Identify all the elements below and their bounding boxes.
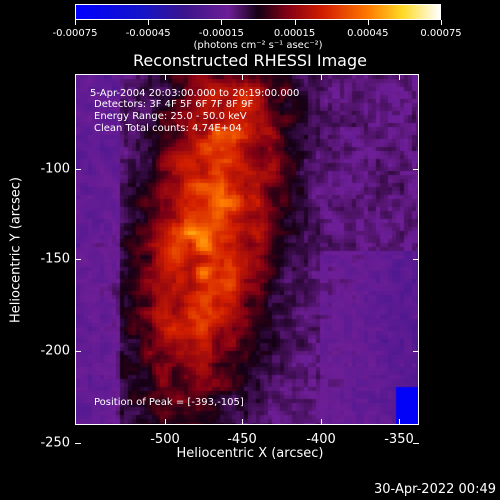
y-tick-label: -100 [40, 161, 70, 177]
y-tick-mark [75, 443, 81, 444]
y-tick-mark [413, 351, 419, 352]
y-tick-mark [75, 259, 81, 260]
colorbar-tick [294, 20, 296, 25]
y-tick-label: -250 [40, 435, 70, 451]
heatmap-image [76, 75, 418, 424]
x-tick-mark [242, 74, 243, 80]
x-tick-mark [321, 74, 322, 80]
y-axis-label: Heliocentric Y (arcsec) [8, 177, 24, 323]
x-tick-mark [399, 419, 400, 425]
x-tick-label: -450 [227, 432, 257, 447]
colorbar-tick-label: -0.00015 [198, 28, 244, 39]
footer-timestamp: 30-Apr-2022 00:49 [374, 482, 496, 497]
colorbar-units: (photons cm⁻² s⁻¹ asec⁻²) [193, 40, 323, 51]
colorbar-tick [441, 20, 442, 25]
x-tick-mark [399, 74, 400, 80]
plot-title: Reconstructed RHESSI Image [133, 51, 367, 70]
annotation-energy: Energy Range: 25.0 - 50.0 keV [94, 111, 247, 122]
colorbar-tick-label: -0.00045 [125, 28, 171, 39]
x-tick-label: -500 [150, 432, 180, 447]
y-tick-mark [75, 169, 81, 170]
colorbar-tick-label: 0.00045 [347, 28, 389, 39]
y-tick-label: -200 [40, 343, 70, 359]
colorbar-tick [221, 20, 223, 25]
x-tick-mark [165, 419, 166, 425]
colorbar-tick [367, 20, 369, 25]
y-tick-mark [75, 351, 81, 352]
annotation-detectors: Detectors: 3F 4F 5F 6F 7F 8F 9F [94, 99, 254, 110]
x-tick-label: -400 [306, 432, 336, 447]
colorbar-tick-label: 0.00015 [273, 28, 316, 39]
annotation-peak: Position of Peak = [-393,-105] [94, 397, 244, 408]
colorbar-tick [148, 20, 150, 25]
x-tick-mark [321, 419, 322, 425]
y-tick-mark [413, 169, 419, 170]
colorbar [75, 4, 441, 20]
x-axis-label: Heliocentric X (arcsec) [176, 446, 324, 461]
annotation-time: 5-Apr-2004 20:03:00.000 to 20:19:00.000 [90, 88, 300, 99]
colorbar-tick-label: 0.00075 [420, 28, 462, 39]
colorbar-tick-label: -0.00075 [52, 28, 98, 39]
y-tick-mark [413, 443, 419, 444]
annotation-clean: Clean Total counts: 4.74E+04 [94, 123, 242, 134]
y-tick-label: -150 [40, 251, 70, 267]
x-tick-mark [242, 419, 243, 425]
x-tick-mark [165, 74, 166, 80]
image-plot: 5-Apr-2004 20:03:00.000 to 20:19:00.000 … [75, 74, 419, 425]
colorbar-tick [75, 20, 76, 25]
y-tick-mark [413, 259, 419, 260]
x-tick-label: -350 [384, 432, 414, 447]
